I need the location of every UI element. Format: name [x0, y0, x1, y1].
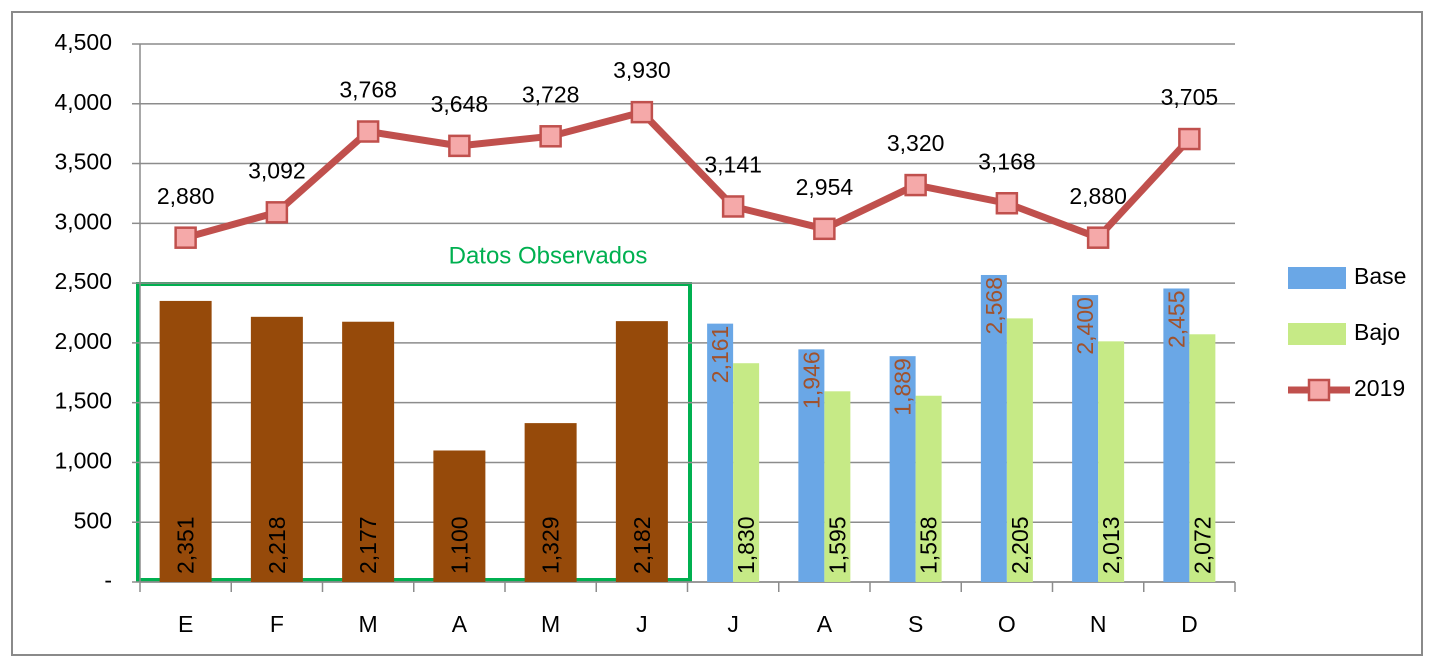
data-label: 2,568 [981, 277, 1007, 335]
data-label: 3,320 [887, 130, 945, 156]
marker [356, 120, 380, 143]
y-tick-label: 2,500 [54, 268, 112, 294]
y-tick-label: 500 [74, 507, 112, 533]
data-label: 2,455 [1163, 290, 1189, 348]
x-tick-label: A [452, 611, 468, 637]
data-label: 2,072 [1189, 516, 1215, 574]
data-label: 1,946 [798, 351, 824, 409]
data-label: 1,558 [916, 516, 942, 574]
data-label: 2,218 [264, 516, 290, 574]
bar [615, 321, 668, 582]
data-label: 1,329 [538, 516, 564, 574]
x-tick-label: J [727, 611, 739, 637]
data-label: 3,092 [248, 157, 306, 183]
y-tick-label: 3,000 [54, 208, 112, 234]
x-tick-label: A [817, 611, 833, 637]
bar [824, 391, 851, 582]
data-label: 2,880 [157, 183, 215, 209]
data-label: 1,830 [733, 516, 759, 574]
bar [707, 323, 734, 582]
data-label: 3,168 [978, 148, 1036, 174]
bar [889, 356, 916, 582]
bar [250, 316, 303, 582]
data-label: 2,161 [707, 326, 733, 384]
x-tick-label: S [908, 611, 923, 637]
bar [433, 450, 486, 582]
marker [813, 217, 836, 241]
data-label: 2,351 [173, 516, 199, 574]
legend-swatch [1288, 267, 1346, 289]
marker [630, 100, 654, 124]
bar [733, 363, 760, 582]
legend-swatch [1288, 323, 1346, 345]
x-tick-label: E [178, 611, 193, 637]
legend-marker [1307, 378, 1331, 402]
legend-label: Base [1354, 263, 1406, 289]
marker [448, 134, 471, 158]
data-label: 1,889 [890, 358, 916, 416]
y-tick-label: 3,500 [54, 149, 112, 175]
bar [342, 321, 395, 582]
data-label: 2,013 [1098, 516, 1124, 574]
y-tick-label: 4,000 [54, 89, 112, 115]
x-tick-label: O [998, 611, 1016, 637]
data-label: 3,648 [431, 91, 489, 117]
y-tick-label: 4,500 [54, 29, 112, 55]
marker [995, 191, 1019, 215]
bar [798, 349, 825, 582]
bar [980, 274, 1007, 582]
legend-label: 2019 [1354, 375, 1405, 401]
data-label: 2,954 [796, 174, 854, 200]
y-tick-label: 1,000 [54, 448, 112, 474]
y-tick-label: - [104, 567, 112, 593]
x-tick-label: J [636, 611, 648, 637]
y-tick-label: 2,000 [54, 328, 112, 354]
data-label: 3,768 [339, 77, 397, 103]
marker [904, 173, 927, 197]
bar [1189, 334, 1216, 582]
data-label: 3,728 [522, 81, 580, 107]
line [184, 108, 1192, 242]
marker [1086, 226, 1110, 249]
annotation-box [136, 282, 692, 582]
marker [265, 201, 289, 224]
bar [1098, 341, 1125, 582]
bar [524, 423, 577, 582]
data-label: 2,205 [1007, 516, 1033, 574]
data-label: 2,880 [1069, 183, 1127, 209]
bar [1163, 288, 1190, 582]
data-label: 3,141 [704, 152, 762, 178]
x-tick-label: F [270, 611, 284, 637]
data-label: 3,930 [613, 57, 671, 83]
data-label: 2,177 [355, 516, 381, 574]
data-label: 1,100 [446, 516, 472, 574]
annotation: Datos Observados [449, 242, 648, 269]
x-tick-label: N [1090, 611, 1107, 637]
data-label: 2,400 [1072, 297, 1098, 355]
marker [174, 226, 197, 249]
bar [1072, 295, 1099, 582]
legend-label: Bajo [1354, 319, 1400, 345]
data-label: 3,705 [1161, 84, 1219, 110]
bar [159, 300, 212, 582]
marker [539, 125, 562, 148]
marker [1178, 127, 1201, 151]
bar [915, 395, 942, 582]
x-tick-label: M [359, 611, 378, 637]
data-label: 1,595 [824, 516, 850, 574]
bar [1006, 318, 1033, 582]
x-tick-label: M [541, 611, 560, 637]
y-tick-label: 1,500 [54, 388, 112, 414]
x-tick-label: D [1181, 611, 1198, 637]
marker [721, 195, 745, 218]
data-label: 2,182 [629, 516, 655, 574]
